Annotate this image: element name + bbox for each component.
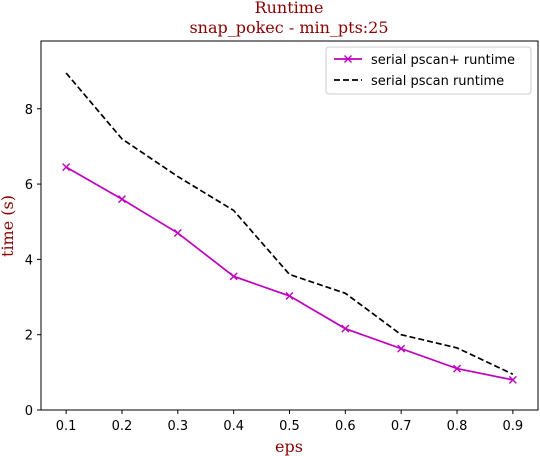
legend-label-2: serial pscan runtime [371,74,504,89]
plot-frame [40,40,539,411]
x-tick-label: 0.7 [391,419,412,434]
x-tick-label: 0.1 [56,419,77,434]
y-tick-label: 2 [25,329,33,344]
plot-area: 0.1 0.2 0.3 0.4 0.5 0.6 0.7 0.8 0.9 0 2 4 6 8 serial p… [25,40,539,434]
x-tick-label: 0.3 [167,419,188,434]
y-tick-label: 0 [25,404,33,419]
y-tick-label: 6 [25,178,33,193]
chart-subtitle: snap_pokec - min_pts:25 [189,18,388,37]
x-tick-label: 0.9 [503,419,524,434]
series-line-1 [65,166,514,381]
x-tick-label: 0.2 [112,419,133,434]
y-axis-label: time (s) [0,195,17,257]
data-point-marker [117,195,126,204]
legend-box [325,46,532,95]
x-tick-label: 0.6 [335,419,356,434]
y-tick-label: 4 [25,253,33,268]
legend-label-1: serial pscan+ runtime [371,53,515,68]
data-point-marker [285,291,294,300]
x-tick-label: 0.4 [223,419,244,434]
data-point-marker [397,344,406,353]
legend-marker-1 [344,55,352,63]
series-line-2 [65,72,514,375]
x-tick-label: 0.5 [279,419,300,434]
data-point-marker [508,375,517,384]
data-point-marker [341,324,350,333]
data-point-marker [453,364,462,373]
y-tick-label: 8 [25,103,33,118]
chart-title: Runtime [255,0,324,17]
data-point-marker [62,163,71,172]
x-tick-label: 0.8 [447,419,468,434]
x-axis-label: eps [275,437,303,456]
data-point-marker [173,229,182,238]
data-point-marker [229,272,238,281]
